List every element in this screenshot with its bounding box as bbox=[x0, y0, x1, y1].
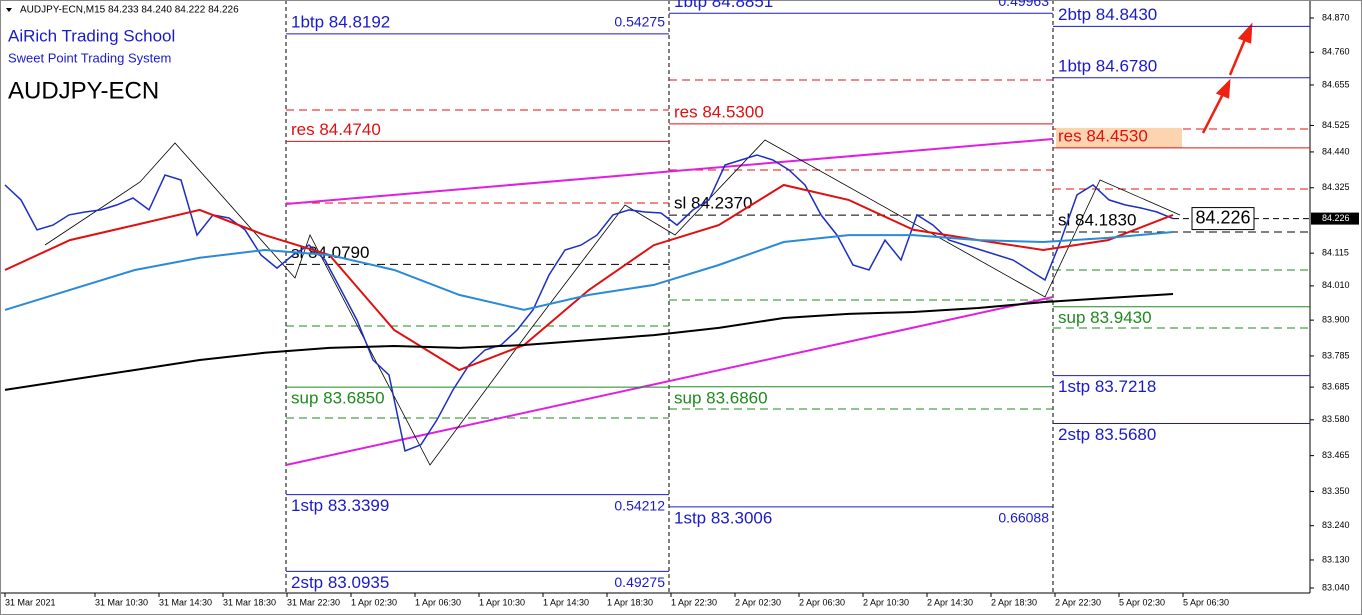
level-label: sup 83.6860 bbox=[674, 388, 768, 407]
x-tick-label: 1 Apr 14:30 bbox=[543, 597, 589, 607]
trendline bbox=[285, 138, 1054, 205]
x-tick-label: 2 Apr 02:30 bbox=[735, 597, 781, 607]
y-tick-label: 84.655 bbox=[1322, 79, 1350, 89]
subtitle: Sweet Point Trading System bbox=[8, 50, 171, 65]
level-label: res 84.5300 bbox=[674, 102, 764, 121]
y-tick-label: 83.465 bbox=[1322, 450, 1350, 460]
y-tick-label: 84.010 bbox=[1322, 280, 1350, 290]
last-price-axis-label: 84.226 bbox=[1322, 213, 1350, 223]
header-icon bbox=[6, 8, 12, 12]
y-tick-label: 83.900 bbox=[1322, 315, 1350, 325]
x-tick-label: 5 Apr 02:30 bbox=[1119, 597, 1165, 607]
level-highlight bbox=[1056, 127, 1182, 148]
last-price-axis-box bbox=[1311, 212, 1359, 225]
x-tick-label: 2 Apr 14:30 bbox=[927, 597, 973, 607]
level-label: sup 83.9430 bbox=[1058, 308, 1152, 327]
zigzag bbox=[44, 139, 1181, 466]
x-tick-label: 2 Apr 06:30 bbox=[799, 597, 845, 607]
level-label: 2stp 83.0935 bbox=[291, 573, 389, 592]
level-label: 1stp 83.3399 bbox=[291, 496, 389, 515]
y-tick-label: 83.240 bbox=[1322, 520, 1350, 530]
level-label: 2btp 84.8430 bbox=[1058, 5, 1157, 24]
level-label: 2stp 83.5680 bbox=[1058, 425, 1156, 444]
y-tick-label: 83.040 bbox=[1322, 582, 1350, 592]
level-label: res 84.4530 bbox=[1058, 126, 1148, 145]
series-line bbox=[4, 154, 1174, 453]
arrows bbox=[1201, 22, 1253, 134]
last-price-box bbox=[1191, 207, 1255, 231]
y-tick-label: 83.685 bbox=[1322, 381, 1350, 391]
y-tick-label: 84.760 bbox=[1322, 47, 1350, 57]
level-label: 1stp 83.3006 bbox=[674, 508, 772, 527]
level-label: sup 83.6850 bbox=[291, 389, 385, 408]
y-tick-label: 83.130 bbox=[1322, 554, 1350, 564]
level-note: 0.54275 bbox=[614, 14, 665, 30]
y-tick-label: 84.325 bbox=[1322, 182, 1350, 192]
header: AUDJPY-ECN,M15 84.233 84.240 84.222 84.2… bbox=[20, 5, 239, 16]
x-tick-label: 5 Apr 06:30 bbox=[1183, 597, 1229, 607]
x-tick-label: 2 Apr 18:30 bbox=[991, 597, 1037, 607]
y-tick-label: 83.350 bbox=[1322, 486, 1350, 496]
chart-title: AUDJPY-ECN bbox=[8, 77, 159, 104]
level-note: 0.49275 bbox=[614, 574, 665, 590]
trendline bbox=[285, 296, 1054, 466]
level-note: 0.54212 bbox=[614, 497, 665, 513]
level-label: 1stp 83.7218 bbox=[1058, 377, 1156, 396]
x-tick-label: 1 Apr 18:30 bbox=[607, 597, 653, 607]
y-tick-label: 84.115 bbox=[1322, 248, 1349, 258]
x-tick-label: 31 Mar 2021 bbox=[5, 597, 56, 607]
x-tick-label: 2 Apr 10:30 bbox=[863, 597, 909, 607]
x-tick-label: 1 Apr 06:30 bbox=[415, 597, 461, 607]
x-tick-label: 1 Apr 22:30 bbox=[671, 597, 717, 607]
y-tick-label: 84.870 bbox=[1322, 12, 1350, 22]
series-line bbox=[4, 231, 1174, 311]
x-tick-label: 1 Apr 02:30 bbox=[351, 597, 397, 607]
x-tick-label: 31 Mar 10:30 bbox=[95, 597, 148, 607]
x-tick-label: 2 Apr 22:30 bbox=[1055, 597, 1101, 607]
x-tick-label: 31 Mar 22:30 bbox=[287, 597, 340, 607]
level-label: res 84.4740 bbox=[291, 120, 381, 139]
level-note: 0.49963 bbox=[998, 0, 1049, 9]
y-tick-label: 83.785 bbox=[1322, 350, 1350, 360]
level-label: sl 84.1830 bbox=[1058, 210, 1136, 229]
x-tick-label: 1 Apr 10:30 bbox=[479, 597, 525, 607]
level-label: 1btp 84.8192 bbox=[291, 12, 390, 31]
last-price-label: 84.226 bbox=[1195, 207, 1250, 227]
series-line bbox=[4, 293, 1174, 391]
y-tick-label: 83.580 bbox=[1322, 414, 1350, 424]
brand: AiRich Trading School bbox=[8, 26, 175, 45]
y-tick-label: 84.440 bbox=[1322, 146, 1350, 156]
level-label: 1btp 84.8851 bbox=[674, 0, 773, 11]
x-tick-label: 31 Mar 14:30 bbox=[159, 597, 212, 607]
y-tick-label: 84.525 bbox=[1322, 120, 1350, 130]
level-label: 1btp 84.6780 bbox=[1058, 56, 1157, 75]
level-label: sl 84.2370 bbox=[674, 194, 752, 213]
x-tick-label: 31 Mar 18:30 bbox=[223, 597, 276, 607]
level-note: 0.66088 bbox=[998, 510, 1049, 526]
